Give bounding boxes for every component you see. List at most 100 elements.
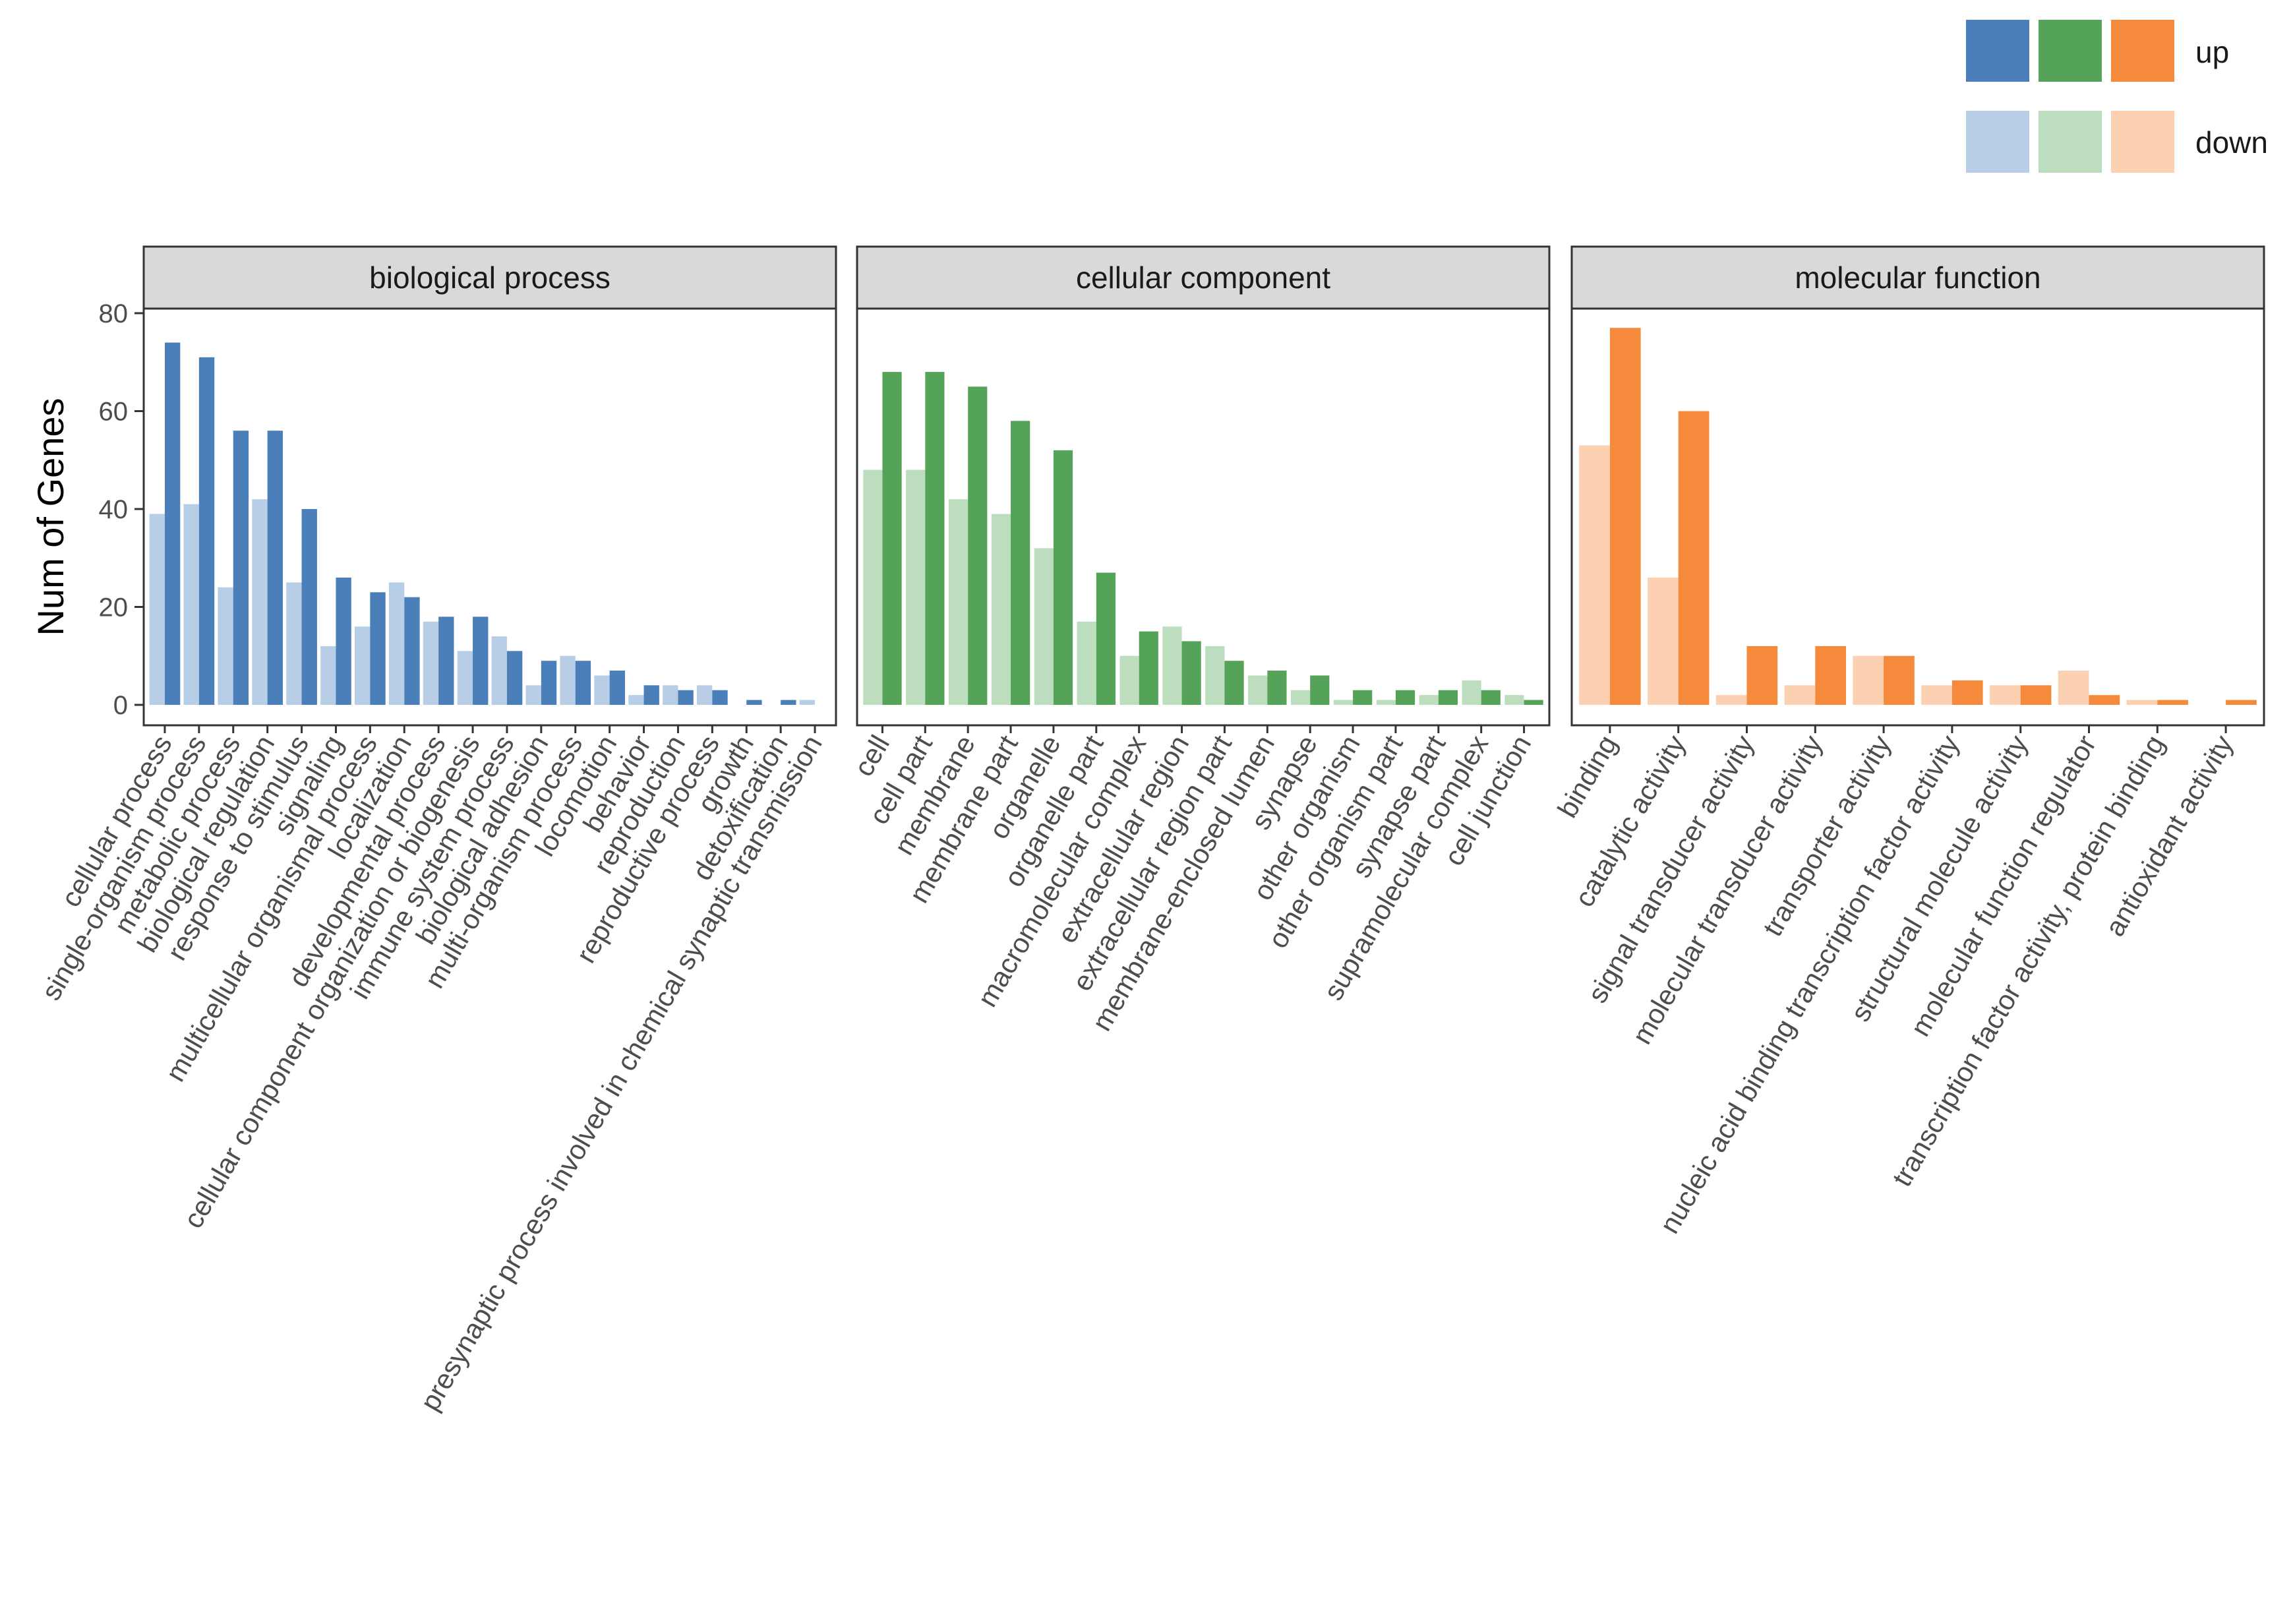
bar-up xyxy=(1395,690,1415,705)
bar-down xyxy=(2126,700,2158,705)
bar-up xyxy=(2157,700,2189,705)
bar-up xyxy=(643,685,659,705)
bar-up xyxy=(1096,572,1116,705)
category-label: transporter activity xyxy=(1757,730,1897,942)
bar-down xyxy=(1248,675,1268,705)
bar-down xyxy=(560,655,576,705)
bar-up xyxy=(1438,690,1458,705)
bar-down xyxy=(1579,445,1610,705)
bar-down xyxy=(1119,655,1139,705)
bar-down xyxy=(252,499,268,705)
bar-down xyxy=(663,685,678,705)
legend-swatch-up xyxy=(2111,20,2174,82)
bar-down xyxy=(388,582,405,705)
bar-down xyxy=(1162,626,1182,705)
bar-up xyxy=(1481,690,1501,705)
bar-down xyxy=(594,675,610,705)
panel-strip xyxy=(1570,245,2265,310)
bar-up xyxy=(2226,700,2257,705)
bar-down xyxy=(354,626,371,705)
bar-up xyxy=(1224,661,1244,705)
bar-up xyxy=(968,386,988,705)
bar-down xyxy=(286,582,302,705)
bar-up xyxy=(746,700,762,705)
bar-down xyxy=(906,469,926,705)
bar-down xyxy=(149,514,165,705)
bar-up xyxy=(882,372,902,705)
bar-down xyxy=(1290,690,1311,705)
bar-down xyxy=(1647,577,1679,705)
panel-title: biological process xyxy=(369,260,610,295)
bar-down xyxy=(183,504,199,705)
category-label: antioxidant activity xyxy=(2099,730,2239,942)
y-tick-label: 60 xyxy=(99,398,129,427)
bar-up xyxy=(1678,411,1710,705)
legend-swatch-down xyxy=(1966,111,2029,173)
bar-down xyxy=(1989,685,2021,705)
bar-up xyxy=(1267,671,1287,705)
bar-up xyxy=(1951,680,1983,705)
bar-down xyxy=(457,651,473,705)
bar-down xyxy=(1504,695,1524,705)
bar-up xyxy=(2089,695,2120,705)
y-tick-label: 40 xyxy=(99,495,129,524)
category-label: binding xyxy=(1551,730,1623,823)
bar-down xyxy=(1419,695,1439,705)
bar-up xyxy=(1746,646,1778,705)
legend-label-up: up xyxy=(2195,35,2229,69)
bar-down xyxy=(991,514,1011,705)
y-tick-label: 80 xyxy=(99,299,129,328)
legend-swatch-down xyxy=(2039,111,2102,173)
panel-border xyxy=(1570,307,2265,727)
legend-swatch-down xyxy=(2111,111,2174,173)
bar-up xyxy=(575,661,591,705)
panel-title: cellular component xyxy=(1076,260,1330,295)
bar-up xyxy=(404,597,420,705)
y-tick-label: 0 xyxy=(113,691,128,720)
bar-up xyxy=(541,661,557,705)
bar-down xyxy=(1715,695,1747,705)
bar-up xyxy=(1815,646,1847,705)
bar-down xyxy=(525,685,541,705)
bar-up xyxy=(370,592,386,705)
bar-up xyxy=(925,372,945,705)
bar-up xyxy=(301,509,317,705)
bar-down xyxy=(863,469,883,705)
bar-down xyxy=(799,700,816,705)
bar-up xyxy=(1609,328,1641,705)
bar-up xyxy=(1884,655,1915,705)
bar-up xyxy=(1053,450,1073,705)
legend: up down xyxy=(1966,20,2268,173)
panel-strip xyxy=(142,245,837,310)
panel-border xyxy=(856,307,1551,727)
bar-down xyxy=(696,685,713,705)
bar-down xyxy=(1376,700,1396,705)
bar-down xyxy=(1921,685,1952,705)
panel-title: molecular function xyxy=(1795,260,2040,295)
bar-down xyxy=(423,621,439,705)
bar-up xyxy=(438,617,454,705)
panel-border xyxy=(142,307,837,727)
y-axis-title: Num of Genes xyxy=(30,398,71,636)
bar-up xyxy=(233,431,249,705)
bar-up xyxy=(1353,690,1373,705)
bar-down xyxy=(1333,700,1354,705)
bar-down xyxy=(218,587,233,705)
bar-down xyxy=(628,695,644,705)
bar-up xyxy=(1524,700,1543,705)
bar-down xyxy=(2058,671,2089,705)
bar-up xyxy=(267,431,283,705)
bar-down xyxy=(320,646,336,705)
bar-down xyxy=(1205,646,1225,705)
panel-strip xyxy=(856,245,1551,310)
bar-down xyxy=(1853,655,1884,705)
bar-up xyxy=(164,342,181,705)
bar-up xyxy=(1139,631,1158,705)
bar-up xyxy=(609,671,626,705)
bar-down xyxy=(1034,548,1054,705)
